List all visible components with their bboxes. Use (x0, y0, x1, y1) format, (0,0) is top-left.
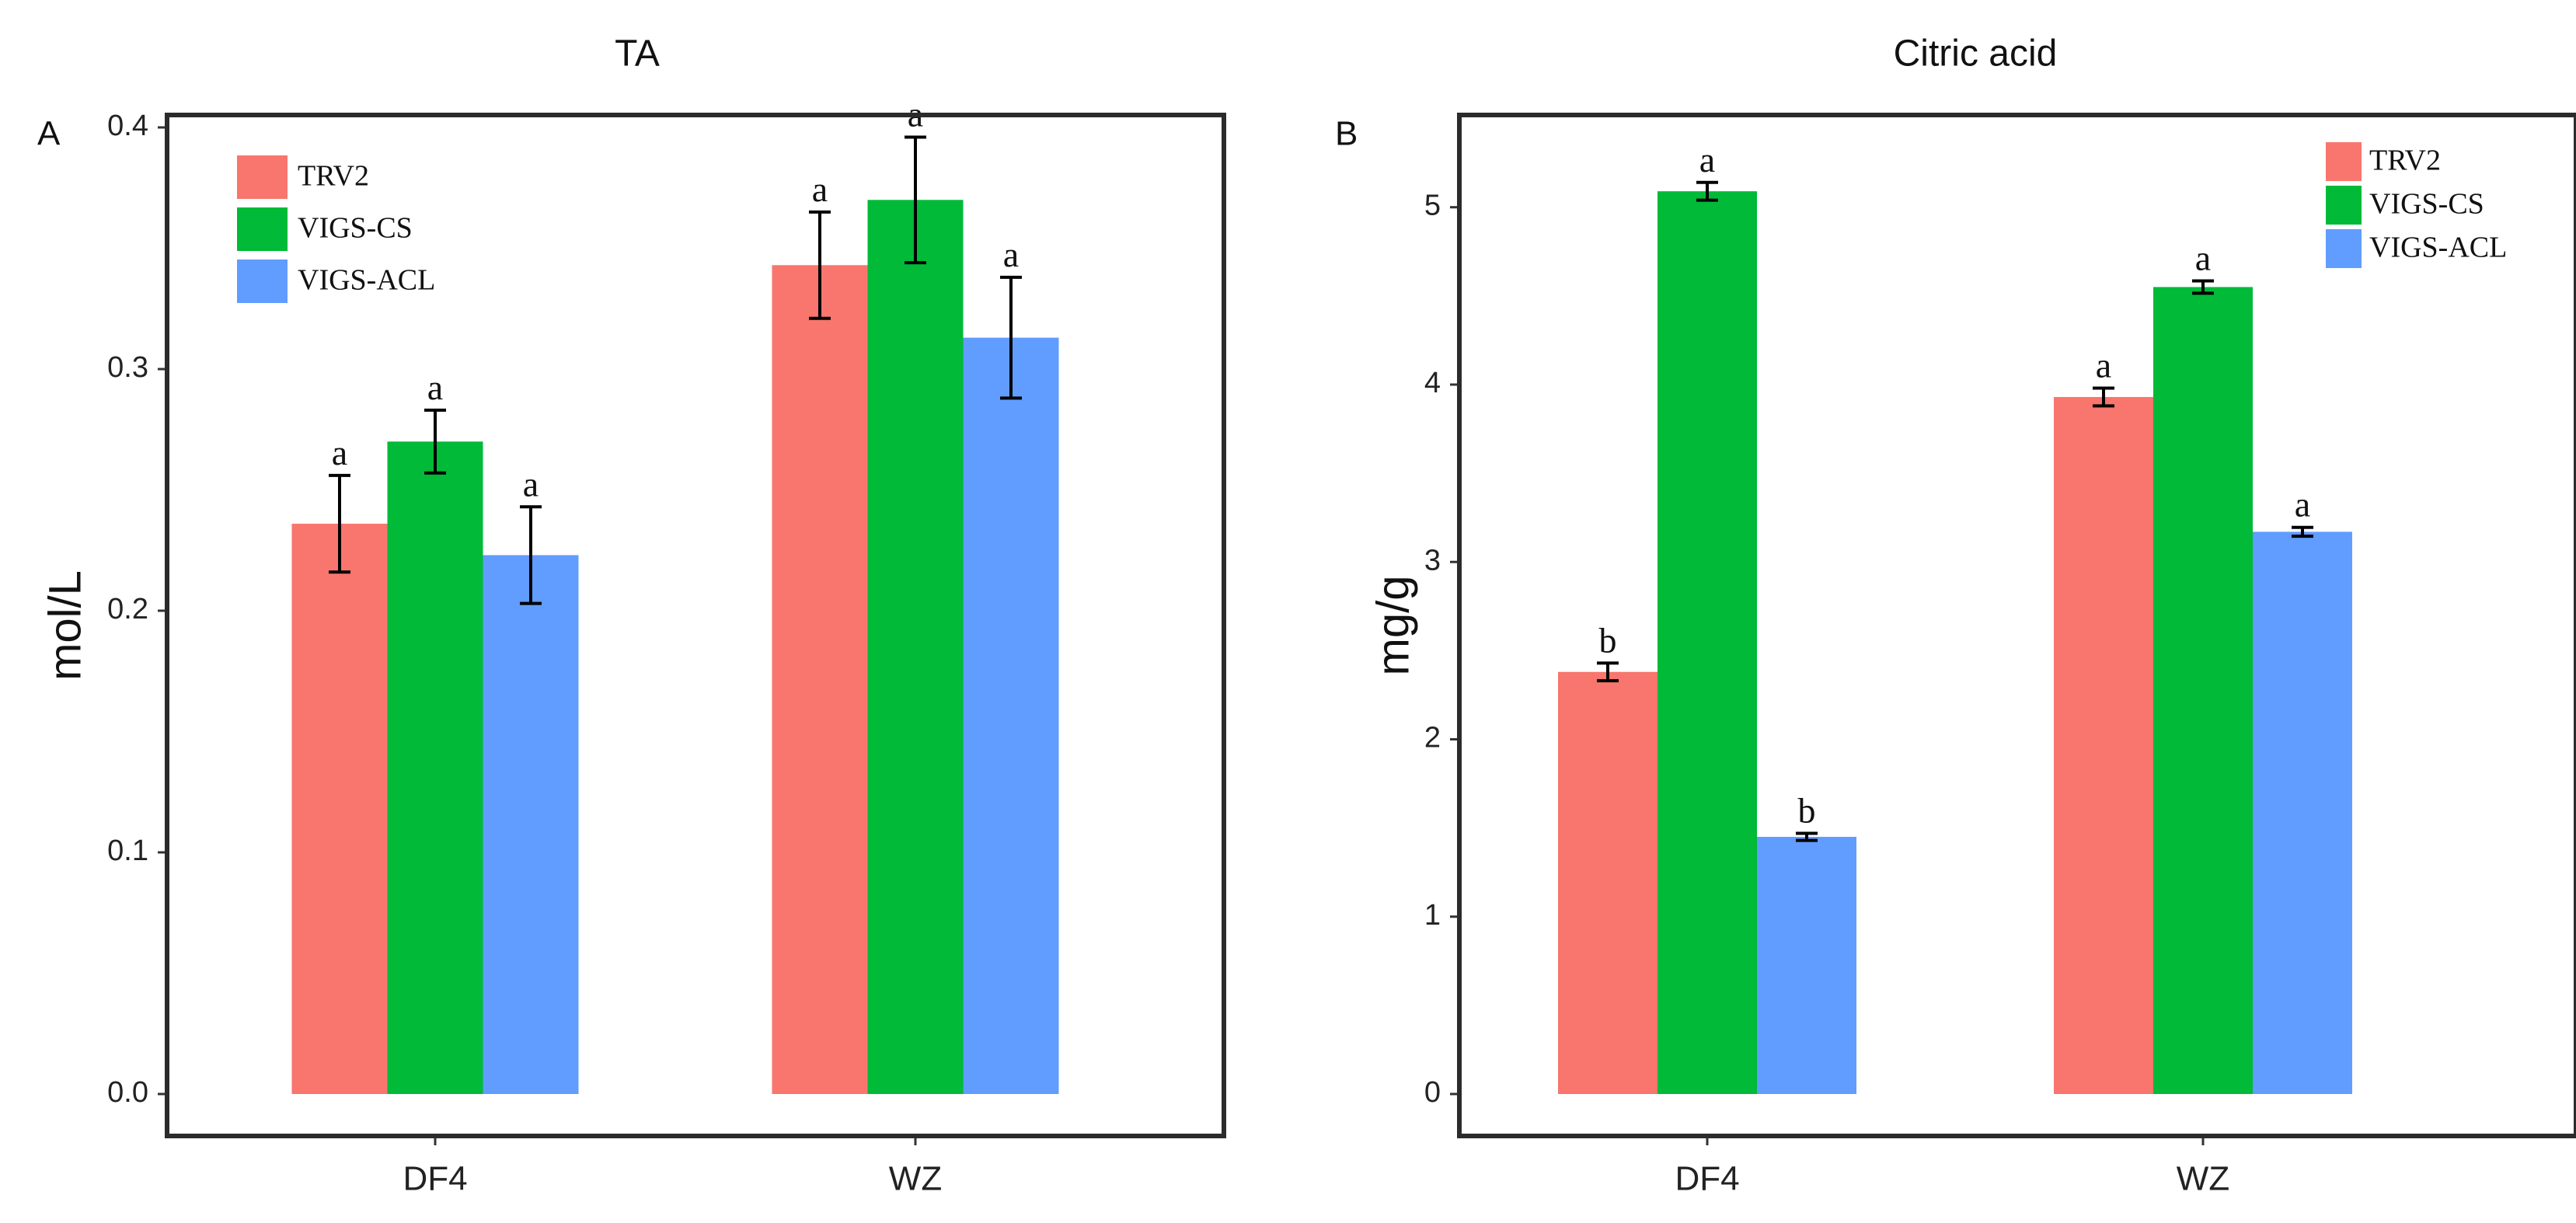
bar-trv2-df4 (291, 524, 388, 1094)
x-tick-label: DF4 (1675, 1160, 1739, 1198)
plot-frame (1457, 113, 2576, 1138)
panel-letter: A (37, 115, 61, 153)
plot-frame (165, 113, 1226, 1138)
legend-swatch-vigs-cs (237, 207, 288, 251)
y-tick-label: 0.4 (107, 110, 148, 142)
legend-label: TRV2 (2369, 145, 2441, 177)
significance-label: a (1699, 140, 1715, 179)
significance-label: a (812, 169, 828, 209)
legend-label: VIGS-ACL (298, 264, 435, 297)
legend-label: VIGS-CS (2369, 188, 2484, 221)
bar-vigs-acl-wz (2253, 531, 2352, 1094)
legend-label: TRV2 (298, 160, 369, 193)
x-tick-label: WZ (2177, 1160, 2229, 1198)
y-tick-label: 0.3 (107, 351, 148, 384)
chart-title: TA (615, 33, 660, 75)
y-tick-label: 0 (1424, 1076, 1441, 1109)
legend-swatch-trv2 (2326, 142, 2362, 181)
x-tick-label: WZ (889, 1160, 942, 1198)
y-tick-label: 0.0 (107, 1076, 148, 1109)
chart-title: Citric acid (1894, 33, 2058, 75)
bar-trv2-df4 (1558, 671, 1657, 1094)
legend-swatch-vigs-acl (2326, 229, 2362, 268)
significance-label: a (523, 464, 539, 503)
y-tick-label: 1 (1424, 899, 1441, 932)
bar-vigs-cs-wz (867, 200, 964, 1094)
bar-vigs-acl-df4 (483, 555, 579, 1094)
bar-vigs-cs-wz (2153, 287, 2253, 1095)
bar-vigs-acl-df4 (1757, 837, 1856, 1094)
significance-label: a (427, 368, 443, 407)
y-tick-label: 0.2 (107, 593, 148, 625)
legend-label: VIGS-ACL (2369, 232, 2507, 264)
y-tick-label: 5 (1424, 190, 1441, 222)
significance-label: a (1003, 235, 1019, 274)
bar-vigs-acl-wz (963, 337, 1059, 1094)
significance-label: a (2195, 238, 2211, 277)
y-tick-label: 4 (1424, 367, 1441, 399)
y-axis-title: mg/g (1368, 576, 1418, 676)
significance-label: b (1798, 790, 1816, 830)
x-tick-label: DF4 (403, 1160, 467, 1198)
significance-label: a (2096, 346, 2111, 385)
y-tick-label: 3 (1424, 544, 1441, 577)
y-tick-label: 0.1 (107, 834, 148, 867)
legend-swatch-trv2 (237, 155, 288, 199)
significance-label: a (332, 433, 347, 472)
bar-trv2-wz (772, 265, 868, 1094)
legend-label: VIGS-CS (298, 212, 413, 245)
y-axis-title: mol/L (40, 570, 90, 681)
y-tick-label: 2 (1424, 722, 1441, 754)
panel-letter: B (1335, 115, 1358, 153)
significance-label: a (2295, 485, 2310, 524)
bar-vigs-cs-df4 (1657, 191, 1757, 1094)
legend-swatch-vigs-acl (237, 260, 288, 303)
significance-label: b (1599, 620, 1617, 660)
legend-swatch-vigs-cs (2326, 186, 2362, 225)
bar-vigs-cs-df4 (387, 441, 483, 1094)
bar-trv2-wz (2054, 396, 2153, 1095)
